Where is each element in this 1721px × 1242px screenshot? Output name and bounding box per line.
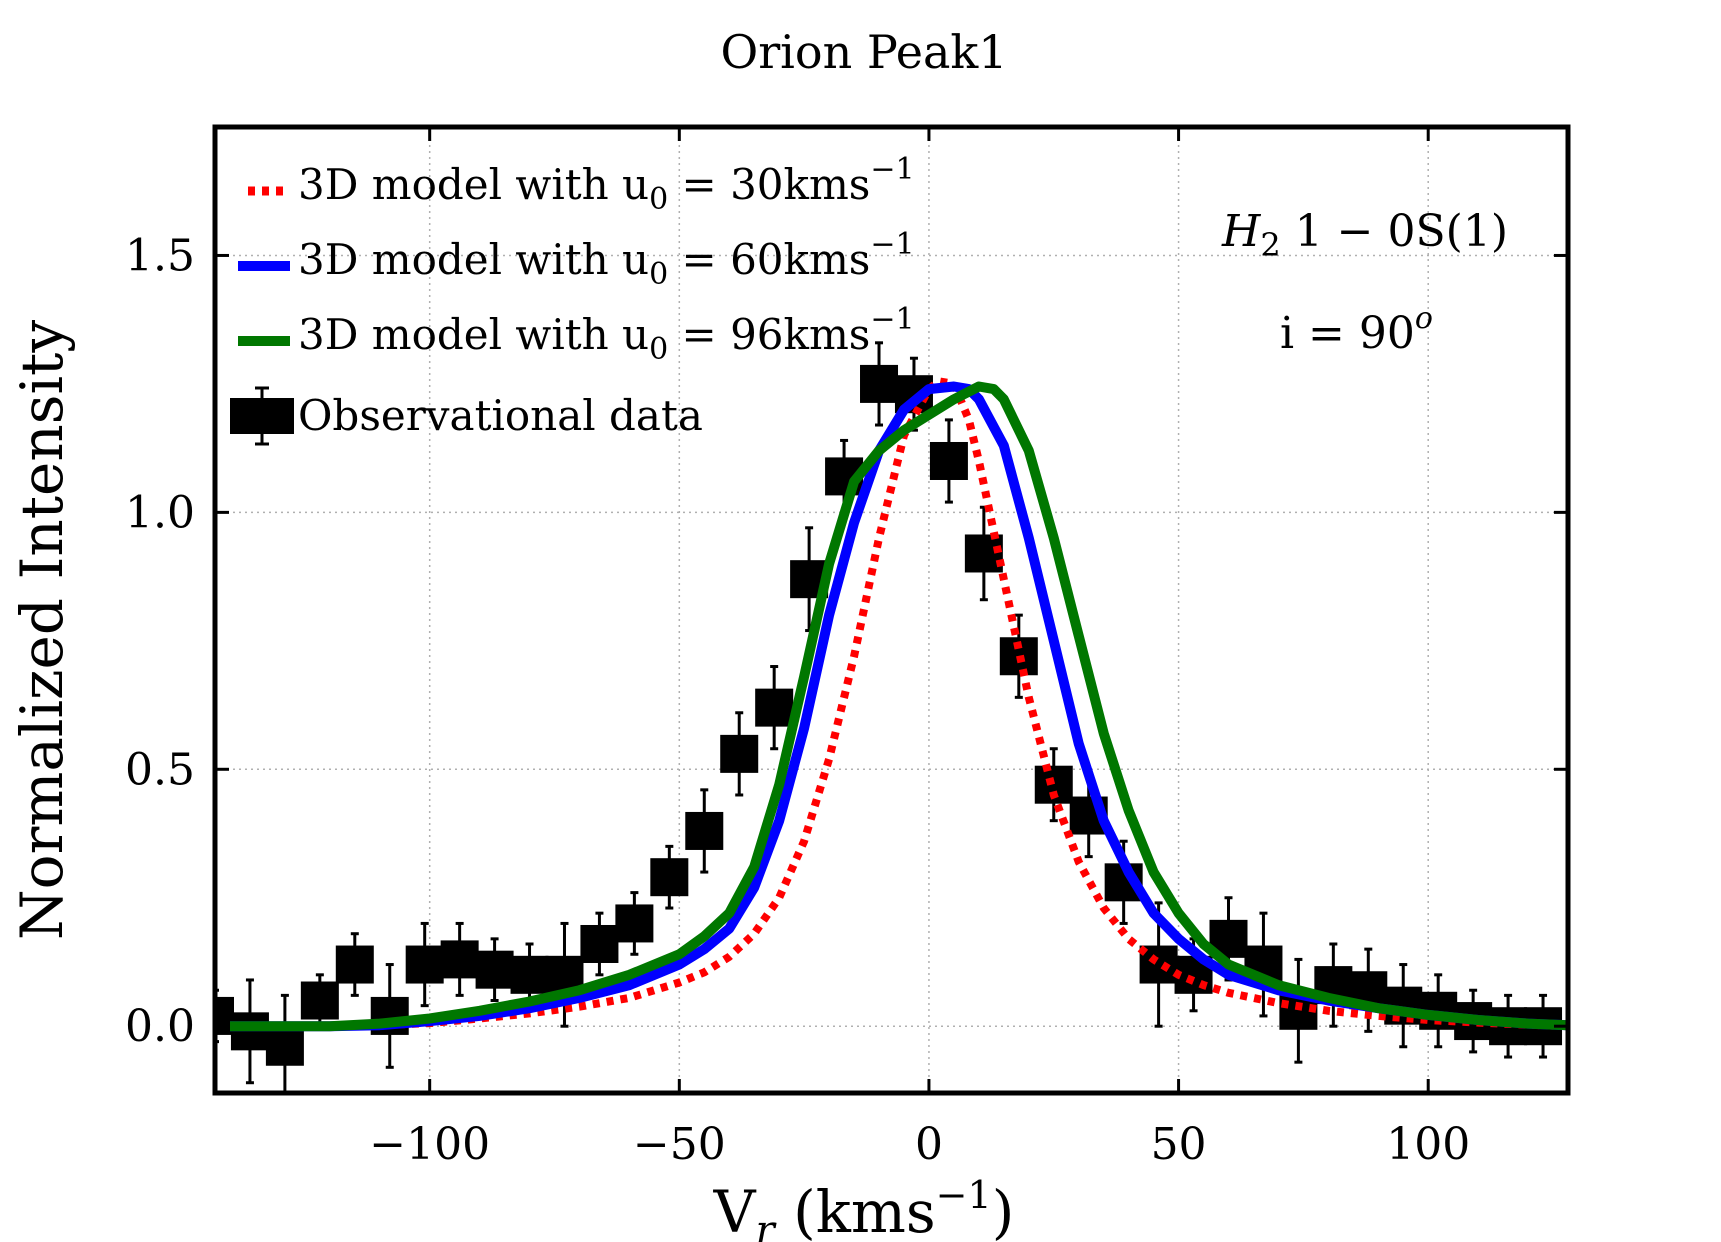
- x-axis-label: Vr (kms−1): [713, 1173, 1015, 1242]
- obs-point: [405, 945, 444, 984]
- inclination-annotation: i = 90o: [1280, 301, 1433, 359]
- x-axis-label-unit-sup: −1: [936, 1173, 992, 1217]
- series-line-0: [230, 377, 1568, 1031]
- line-label-annotation: H2 1 − 0S(1): [1221, 206, 1508, 264]
- series-line-2: [230, 381, 1568, 1032]
- legend-entry-u96: 3D model with u0 = 96kms−1: [238, 302, 915, 367]
- obs-point: [615, 904, 654, 943]
- y-tick-label: 0.0: [125, 1001, 195, 1052]
- obs-point: [475, 950, 514, 989]
- x-axis-label-unit-close: ): [992, 1178, 1015, 1242]
- legend-entry-observational: Observational data: [230, 386, 703, 446]
- legend-label-u60: 3D model with u0 = 60kms−1: [298, 227, 915, 292]
- chart-title: Orion Peak1: [720, 25, 1007, 79]
- plot-area: [215, 341, 1568, 1093]
- obs-point: [265, 1027, 304, 1066]
- y-tick-label: 0.5: [125, 744, 195, 795]
- obs-point: [650, 858, 689, 897]
- x-tick-label: −100: [369, 1119, 490, 1170]
- y-tick-label: 1.5: [125, 230, 195, 281]
- obs-point: [860, 364, 899, 403]
- obs-point: [335, 945, 374, 984]
- legend-label-u30: 3D model with u0 = 30kms−1: [298, 152, 915, 217]
- obs-point: [440, 940, 479, 979]
- x-tick-labels: −100 −50 0 50 100: [369, 1119, 1470, 1170]
- obs-point: [964, 534, 1003, 573]
- plot-series: [215, 341, 1568, 1093]
- axis-ticks: [215, 127, 1568, 1093]
- obs-point: [230, 1012, 269, 1051]
- x-axis-label-v: V: [713, 1178, 757, 1242]
- x-tick-label: 50: [1151, 1119, 1207, 1170]
- legend-entry-u30: 3D model with u0 = 30kms−1: [248, 152, 915, 217]
- x-tick-label: 100: [1386, 1119, 1470, 1170]
- x-tick-label: −50: [633, 1119, 726, 1170]
- legend: 3D model with u0 = 30kms−1 3D model with…: [230, 152, 915, 446]
- series-line-1: [230, 381, 1568, 1032]
- y-tick-label: 1.0: [125, 487, 195, 538]
- obs-point: [685, 811, 724, 850]
- obs-point: [720, 734, 759, 773]
- obs-point: [300, 981, 339, 1020]
- x-tick-label: 0: [915, 1119, 943, 1170]
- legend-entry-u60: 3D model with u0 = 60kms−1: [238, 227, 915, 292]
- x-axis-label-sub: r: [756, 1208, 778, 1242]
- y-tick-labels: 0.0 0.5 1.0 1.5: [125, 230, 195, 1052]
- y-axis-label: Normalized Intensity: [8, 320, 76, 940]
- obs-point: [929, 441, 968, 480]
- plot-frame: [212, 124, 1571, 1096]
- x-axis-label-unit: (kms: [793, 1178, 936, 1242]
- legend-label-observational: Observational data: [298, 391, 703, 440]
- legend-label-u96: 3D model with u0 = 96kms−1: [298, 302, 915, 367]
- obs-point: [580, 924, 619, 963]
- obs-point: [755, 688, 794, 727]
- obs-point: [510, 955, 549, 994]
